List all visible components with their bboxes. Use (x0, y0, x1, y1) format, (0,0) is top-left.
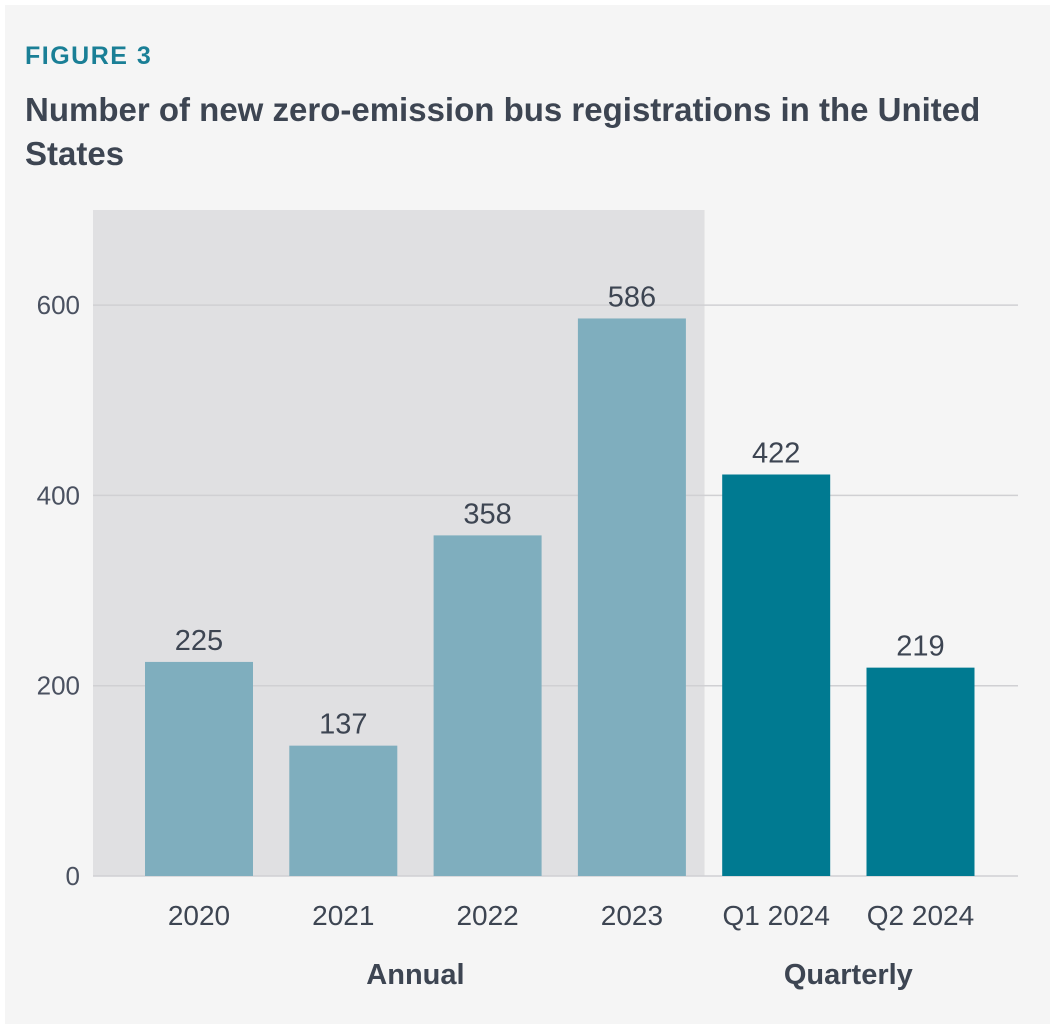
figure-label: FIGURE 3 (25, 42, 153, 70)
group-label-annual: Annual (366, 959, 464, 991)
x-tick-label: 2020 (168, 900, 230, 931)
bar (866, 667, 975, 876)
group-label-quarterly: Quarterly (784, 959, 913, 991)
x-tick-label: 2023 (601, 900, 663, 931)
bar (145, 661, 253, 876)
bar (289, 745, 398, 876)
y-tick-label: 600 (37, 290, 80, 320)
x-tick-label: Q1 2024 (722, 900, 829, 931)
bar (577, 318, 686, 876)
bar (433, 535, 542, 876)
x-tick-label: 2021 (312, 900, 374, 931)
x-tick-label: Q2 2024 (867, 900, 974, 931)
chart-title: Number of new zero-emission bus registra… (25, 91, 981, 172)
bar-value-label: 422 (752, 437, 800, 469)
bar-value-label: 586 (608, 281, 656, 313)
bar-value-label: 225 (175, 625, 223, 657)
bar-value-label: 358 (463, 498, 511, 530)
bar (722, 474, 831, 876)
bar-value-label: 219 (896, 631, 944, 663)
y-tick-label: 200 (37, 671, 80, 701)
y-tick-label: 400 (37, 480, 80, 510)
y-tick-label: 0 (66, 861, 80, 891)
x-tick-label: 2022 (456, 900, 518, 931)
bar-value-label: 137 (319, 709, 367, 741)
